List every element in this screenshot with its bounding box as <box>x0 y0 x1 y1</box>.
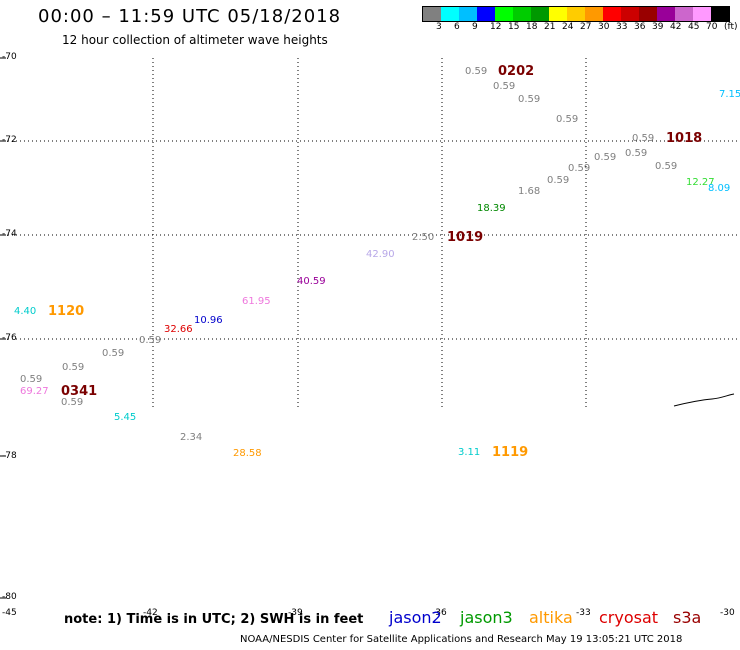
swh-value: 0.59 <box>625 148 648 159</box>
swh-value: 2.50 <box>412 232 435 243</box>
swh-value: 40.59 <box>297 276 326 287</box>
units-note: note: 1) Time is in UTC; 2) SWH is in fe… <box>64 612 364 627</box>
lon-label: -33 <box>576 608 591 618</box>
swh-value: 0.59 <box>61 397 84 408</box>
lon-label: -45 <box>2 608 17 618</box>
color-scale-label: 36 <box>634 22 646 32</box>
swh-value: 32.66 <box>164 324 193 335</box>
swh-value: 0.59 <box>493 81 516 92</box>
swh-value: 1.68 <box>518 186 541 197</box>
color-scale-label: 6 <box>454 22 460 32</box>
swh-value: 18.39 <box>477 203 506 214</box>
lat-label: -70 <box>2 52 17 62</box>
map-title: 00:00 – 11:59 UTC 05/18/2018 <box>38 6 342 27</box>
lat-label: -72 <box>2 135 17 145</box>
color-scale-label: (ft) <box>724 22 738 32</box>
footer-credit: NOAA/NESDIS Center for Satellite Applica… <box>240 634 683 645</box>
color-swatch <box>621 7 639 21</box>
color-scale-label: 24 <box>562 22 574 32</box>
color-swatch <box>531 7 549 21</box>
color-swatch <box>513 7 531 21</box>
map-subtitle: 12 hour collection of altimeter wave hei… <box>62 33 328 47</box>
swh-value: 28.58 <box>233 448 262 459</box>
pass-time: 1120 <box>48 304 85 319</box>
color-scale-label: 18 <box>526 22 538 32</box>
color-swatch <box>549 7 567 21</box>
swh-value: 3.11 <box>458 447 481 458</box>
color-scale-label: 33 <box>616 22 628 32</box>
lat-label: -76 <box>2 333 17 343</box>
color-swatch <box>693 7 711 21</box>
color-scale-label: 21 <box>544 22 556 32</box>
swh-value: 0.59 <box>568 163 591 174</box>
swh-value: 0.59 <box>20 374 43 385</box>
coastline <box>673 393 735 407</box>
lon-label: -36 <box>432 608 447 618</box>
swh-value: 0.59 <box>102 348 125 359</box>
color-scale-label: 42 <box>670 22 682 32</box>
color-swatch <box>477 7 495 21</box>
swh-value: 0.59 <box>62 362 85 373</box>
color-scale-bar <box>422 6 730 22</box>
color-swatch <box>711 7 729 21</box>
swh-value: 0.59 <box>655 161 678 172</box>
color-swatch <box>459 7 477 21</box>
color-scale-label: 15 <box>508 22 520 32</box>
color-swatch <box>585 7 603 21</box>
swh-value: 4.40 <box>14 306 37 317</box>
color-swatch <box>675 7 693 21</box>
color-scale-labels: 3 6 9 12 15 18 21 24 27 30 33 36 39 42 45 70 (ft) <box>422 22 740 34</box>
legend-altika: altika <box>529 608 573 627</box>
swh-value: 10.96 <box>194 315 223 326</box>
color-scale-label: 45 <box>688 22 700 32</box>
color-swatch <box>657 7 675 21</box>
swh-value: 12.27 <box>686 177 715 188</box>
pass-time: 0341 <box>61 384 98 399</box>
swh-value: 0.59 <box>594 152 617 163</box>
color-swatch <box>495 7 513 21</box>
lat-label: -74 <box>2 229 17 239</box>
swh-value: 0.59 <box>547 175 570 186</box>
pass-time: 1119 <box>492 445 529 460</box>
pass-time: 1018 <box>666 131 703 146</box>
swh-value: 42.90 <box>366 249 395 260</box>
pass-time: 1019 <box>447 230 484 245</box>
color-scale-label: 30 <box>598 22 610 32</box>
swh-value: 8.09 <box>708 183 731 194</box>
swh-value: 69.27 <box>20 386 49 397</box>
color-scale-label: 12 <box>490 22 502 32</box>
lat-label: -80 <box>2 592 17 602</box>
legend-jason3: jason3 <box>460 608 513 627</box>
swh-value: 5.45 <box>114 412 137 423</box>
color-scale-label: 27 <box>580 22 592 32</box>
swh-value: 0.59 <box>556 114 579 125</box>
color-scale-label: 3 <box>436 22 442 32</box>
color-swatch <box>603 7 621 21</box>
legend-s3a: s3a <box>673 608 702 627</box>
color-swatch <box>639 7 657 21</box>
legend-jason2: jason2 <box>389 608 442 627</box>
swh-value: 0.59 <box>518 94 541 105</box>
color-scale-label: 9 <box>472 22 478 32</box>
color-scale-label: 39 <box>652 22 664 32</box>
swh-value: 0.59 <box>632 133 655 144</box>
swh-value: 0.59 <box>465 66 488 77</box>
color-swatch <box>441 7 459 21</box>
swh-value: 0.59 <box>139 335 162 346</box>
swh-value: 7.15 <box>719 89 740 100</box>
lon-label: -39 <box>288 608 303 618</box>
color-swatch <box>423 7 441 21</box>
legend-cryosat: cryosat <box>599 608 659 627</box>
lon-label: -30 <box>720 608 735 618</box>
swh-value: 2.34 <box>180 432 203 443</box>
pass-time: 0202 <box>498 64 535 79</box>
swh-value: 61.95 <box>242 296 271 307</box>
color-scale-label: 70 <box>706 22 718 32</box>
lon-label: -42 <box>143 608 158 618</box>
color-swatch <box>567 7 585 21</box>
lat-label: -78 <box>2 451 17 461</box>
